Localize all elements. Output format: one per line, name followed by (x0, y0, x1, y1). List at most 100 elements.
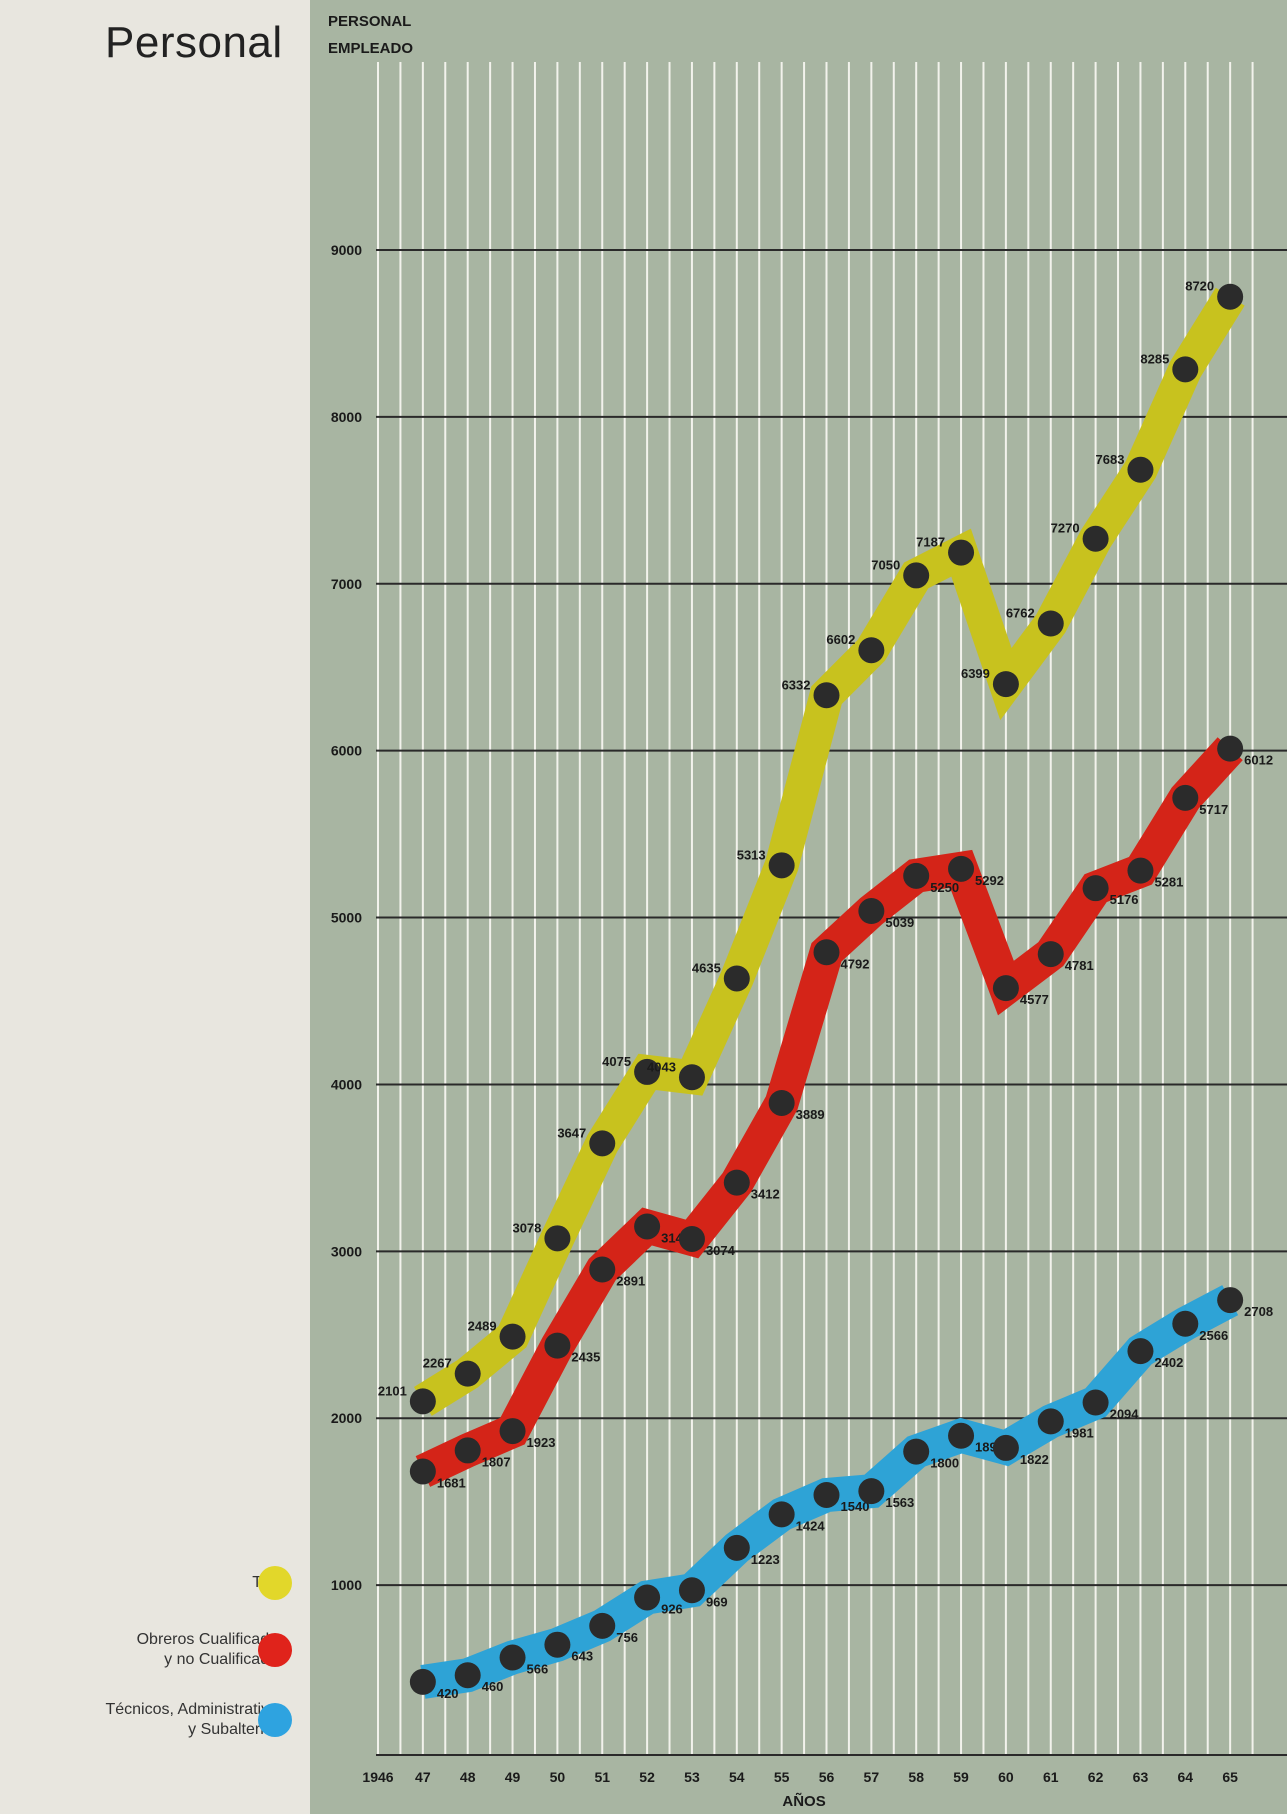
x-tick-label: 56 (819, 1769, 835, 1785)
data-label: 643 (571, 1649, 593, 1664)
data-point (499, 1418, 526, 1445)
x-tick-label: 52 (639, 1769, 655, 1785)
data-label: 1540 (841, 1499, 870, 1514)
data-label: 4043 (647, 1059, 676, 1074)
data-label: 5250 (930, 880, 959, 895)
data-point (992, 975, 1019, 1002)
data-point (1172, 784, 1199, 811)
data-label: 3078 (512, 1220, 541, 1235)
data-point (544, 1225, 571, 1252)
data-point (768, 852, 795, 879)
data-label: 8285 (1140, 351, 1169, 366)
data-point (589, 1256, 616, 1283)
data-point (1082, 525, 1109, 552)
data-point (1217, 283, 1244, 310)
data-label: 4635 (692, 960, 721, 975)
y-axis-label: PERSONAL (328, 13, 411, 30)
y-tick-label: 3000 (331, 1243, 362, 1259)
x-tick-label: 50 (550, 1769, 566, 1785)
data-label: 926 (661, 1601, 683, 1616)
data-label: 6762 (1006, 605, 1035, 620)
x-tick-label: 51 (594, 1769, 610, 1785)
data-label: 1223 (751, 1552, 780, 1567)
data-point (634, 1213, 661, 1240)
data-point (1127, 857, 1154, 884)
data-point (948, 1422, 975, 1449)
x-axis-label: AÑOS (782, 1792, 825, 1810)
x-tick-label: 58 (908, 1769, 924, 1785)
data-point (858, 637, 885, 664)
x-tick-label: 48 (460, 1769, 476, 1785)
data-point (1037, 610, 1064, 637)
data-point (858, 898, 885, 925)
data-label: 5717 (1199, 802, 1228, 817)
data-label: 6399 (961, 666, 990, 681)
data-label: 7187 (916, 535, 945, 550)
x-tick-label: 1946 (362, 1769, 393, 1785)
y-tick-label: 8000 (331, 409, 362, 425)
data-label: 969 (706, 1594, 728, 1609)
x-tick-label: 61 (1043, 1769, 1059, 1785)
y-tick-label: 2000 (331, 1410, 362, 1426)
data-point (768, 1501, 795, 1528)
data-label: 5039 (885, 915, 914, 930)
x-tick-label: 65 (1222, 1769, 1238, 1785)
x-tick-label: 62 (1088, 1769, 1104, 1785)
y-tick-label: 7000 (331, 576, 362, 592)
data-label: 420 (437, 1686, 459, 1701)
data-label: 5292 (975, 873, 1004, 888)
data-label: 4577 (1020, 992, 1049, 1007)
data-point (678, 1064, 705, 1091)
data-label: 8720 (1185, 279, 1214, 294)
data-label: 5176 (1110, 892, 1139, 907)
data-point (1217, 1287, 1244, 1314)
data-label: 6012 (1244, 753, 1273, 768)
legend-label: Obreros Cualificados y no Cualificados (136, 1631, 286, 1668)
y-axis-label: EMPLEADO (328, 40, 413, 57)
data-point (992, 671, 1019, 698)
data-label: 2101 (378, 1383, 407, 1398)
y-tick-label: 9000 (331, 242, 362, 258)
data-point (544, 1332, 571, 1359)
data-label: 2891 (616, 1274, 645, 1289)
data-point (948, 855, 975, 882)
data-label: 3412 (751, 1187, 780, 1202)
data-point (948, 539, 975, 566)
x-tick-label: 59 (953, 1769, 969, 1785)
data-label: 5313 (737, 847, 766, 862)
data-label: 2402 (1154, 1355, 1183, 1370)
data-label: 2708 (1244, 1304, 1273, 1319)
data-point (678, 1577, 705, 1604)
data-point (903, 1438, 930, 1465)
data-point (813, 939, 840, 966)
data-label: 1822 (1020, 1452, 1049, 1467)
data-point (409, 1458, 436, 1485)
data-label: 7683 (1096, 452, 1125, 467)
data-point (454, 1437, 481, 1464)
data-label: 4075 (602, 1054, 631, 1069)
data-label: 6332 (782, 677, 811, 692)
x-tick-label: 53 (684, 1769, 700, 1785)
data-point (992, 1434, 1019, 1461)
data-point (409, 1668, 436, 1695)
x-tick-label: 49 (505, 1769, 521, 1785)
data-point (858, 1478, 885, 1505)
data-point (499, 1644, 526, 1671)
data-point (1127, 1338, 1154, 1365)
data-label: 7050 (871, 557, 900, 572)
data-point (589, 1130, 616, 1157)
x-tick-label: 55 (774, 1769, 790, 1785)
data-point (678, 1225, 705, 1252)
data-point (723, 965, 750, 992)
data-label: 460 (482, 1679, 504, 1694)
data-point (1217, 735, 1244, 762)
data-point (768, 1089, 795, 1116)
data-label: 2489 (468, 1319, 497, 1334)
data-point (499, 1323, 526, 1350)
data-label: 4781 (1065, 958, 1094, 973)
data-label: 1800 (930, 1456, 959, 1471)
data-label: 3647 (557, 1125, 586, 1140)
data-label: 1807 (482, 1454, 511, 1469)
data-label: 2566 (1199, 1328, 1228, 1343)
